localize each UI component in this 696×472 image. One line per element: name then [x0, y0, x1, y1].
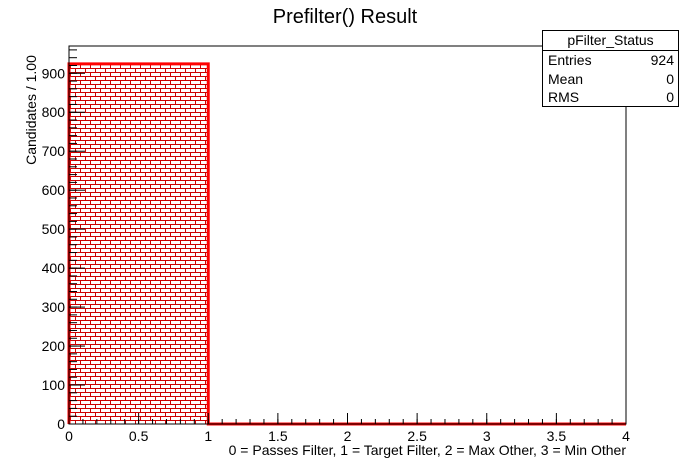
- stats-box-title: pFilter_Status: [543, 31, 678, 51]
- stats-value: 0: [666, 89, 674, 105]
- y-tick-label: 800: [42, 104, 66, 120]
- x-tick-label: 0.5: [129, 428, 149, 444]
- x-tick-label: 2: [344, 428, 352, 444]
- y-tick-label: 500: [42, 221, 66, 237]
- y-tick-label: 700: [42, 143, 66, 159]
- x-tick-label: 3: [483, 428, 491, 444]
- histogram-bar: [69, 63, 209, 424]
- y-tick-label: 600: [42, 182, 66, 198]
- x-tick-label: 0: [65, 428, 73, 444]
- y-tick-label: 300: [42, 299, 66, 315]
- stats-row-rms: RMS 0: [543, 88, 678, 107]
- chart-title: Prefilter() Result: [273, 6, 418, 28]
- stats-value: 0: [666, 70, 674, 87]
- x-axis-label: 0 = Passes Filter, 1 = Target Filter, 2 …: [229, 442, 627, 458]
- y-axis-label: Candidates / 1.00: [23, 55, 39, 165]
- y-tick-label: 900: [42, 65, 66, 81]
- x-tick-label: 1: [204, 428, 212, 444]
- x-tick-label: 3.5: [547, 428, 567, 444]
- x-tick-label: 4: [622, 428, 630, 444]
- y-tick-label: 400: [42, 260, 66, 276]
- stats-value: 924: [650, 52, 674, 68]
- stats-box: pFilter_Status Entries 924 Mean 0 RMS 0: [542, 30, 679, 107]
- stats-label: Mean: [548, 70, 584, 87]
- x-tick-label: 2.5: [407, 428, 427, 444]
- stats-row-mean: Mean 0: [543, 70, 678, 89]
- y-tick-label: 100: [42, 377, 66, 393]
- stats-label: Entries: [548, 52, 592, 68]
- stats-row-entries: Entries 924: [543, 51, 678, 70]
- y-tick-label: 200: [42, 338, 66, 354]
- y-tick-label: 0: [57, 416, 65, 432]
- x-tick-label: 1.5: [268, 428, 288, 444]
- stats-label: RMS: [548, 89, 580, 105]
